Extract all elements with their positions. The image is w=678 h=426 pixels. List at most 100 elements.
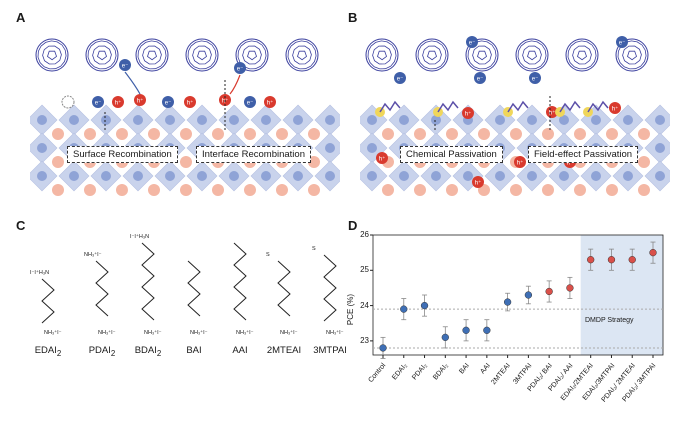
electron-carrier: e⁻ xyxy=(529,72,541,84)
hole-carrier: h⁺ xyxy=(472,176,484,188)
surface-recombination-label: Surface Recombination xyxy=(67,146,178,163)
electron-carrier: e⁻ xyxy=(234,62,246,74)
hole-carrier: h⁺ xyxy=(184,96,196,108)
pce-chart xyxy=(370,234,664,359)
hole-carrier: h⁺ xyxy=(112,96,124,108)
vacancy xyxy=(61,95,75,109)
molecule-skeleton xyxy=(141,242,155,321)
svg-text:h⁺: h⁺ xyxy=(267,100,274,107)
panel-letter-c: C xyxy=(16,218,26,233)
arrow xyxy=(229,74,241,95)
molecule-top-group: I⁻I⁺H₃N xyxy=(130,234,150,240)
molecule-skeleton xyxy=(95,260,109,317)
svg-text:e⁻: e⁻ xyxy=(397,77,404,83)
data-point xyxy=(566,284,574,292)
molecule-bottom-group: NH₃⁺I⁻ xyxy=(144,330,162,336)
svg-text:e⁻: e⁻ xyxy=(469,41,476,47)
hole-carrier: h⁺ xyxy=(546,106,558,118)
svg-text:h⁺: h⁺ xyxy=(517,160,524,167)
molecule-skeleton xyxy=(233,242,247,321)
molecule-name: EDAI2 xyxy=(34,345,62,358)
svg-text:e⁻: e⁻ xyxy=(532,77,539,83)
hole-carrier: h⁺ xyxy=(134,94,146,106)
svg-text:h⁺: h⁺ xyxy=(612,106,619,113)
electron-carrier: e⁻ xyxy=(92,96,104,108)
data-point xyxy=(607,256,616,264)
svg-text:h⁺: h⁺ xyxy=(187,100,194,107)
interface-recombination-label: Interface Recombination xyxy=(196,146,311,163)
panel-b-illustration: e⁻ e⁻ e⁻ e⁻ e⁻ h⁺ h⁺ h⁺ h⁺ h⁺ h⁺ h⁺ xyxy=(360,36,670,196)
electron-carrier: e⁻ xyxy=(466,36,478,48)
molecule-name: 3MTPAI xyxy=(313,345,347,356)
y-tick-label: 23 xyxy=(360,335,369,345)
molecule-skeleton xyxy=(277,260,291,317)
ligand-chain xyxy=(507,100,529,113)
y-tick-label: 26 xyxy=(360,230,369,239)
data-point xyxy=(628,256,636,264)
molecule-bottom-group: NH₃⁺I⁻ xyxy=(190,330,208,336)
molecule-top-group: I⁻I⁺H₃N xyxy=(30,270,50,276)
molecule-name: BAI xyxy=(186,345,202,356)
data-point xyxy=(524,291,533,299)
svg-text:e⁻: e⁻ xyxy=(477,77,484,83)
svg-text:h⁺: h⁺ xyxy=(475,180,482,187)
fullerene xyxy=(135,38,169,72)
svg-text:e⁻: e⁻ xyxy=(247,101,254,107)
svg-text:e⁻: e⁻ xyxy=(165,101,172,107)
fullerene xyxy=(285,38,319,72)
molecule-skeleton xyxy=(323,254,337,322)
data-point xyxy=(545,287,553,296)
dmdp-region xyxy=(580,235,663,355)
y-tick-label: 25 xyxy=(360,265,369,275)
molecule-name: PDAI2 xyxy=(88,345,116,358)
panel-c-molecules xyxy=(41,242,337,324)
svg-text:h⁺: h⁺ xyxy=(115,100,122,107)
data-point xyxy=(587,256,595,264)
svg-text:h⁺: h⁺ xyxy=(137,98,144,105)
molecule-bottom-group: NH₃⁺I⁻ xyxy=(98,330,116,336)
molecule-bottom-group: NH₃⁺I⁻ xyxy=(44,330,62,336)
svg-text:h⁺: h⁺ xyxy=(567,160,574,167)
fullerene xyxy=(565,38,599,72)
panel-letter-a: A xyxy=(16,10,26,25)
data-point xyxy=(649,248,657,257)
panel-a-illustration: e⁻ e⁻h⁺ h⁺e⁻ h⁺ e⁻ h⁺ e⁻ h⁺ xyxy=(30,38,340,196)
panel-letter-d: D xyxy=(348,218,358,233)
y-tick-label: 24 xyxy=(360,300,369,310)
data-point xyxy=(462,326,470,334)
svg-text:e⁻: e⁻ xyxy=(619,41,626,47)
fullerene xyxy=(85,38,119,72)
electron-carrier: e⁻ xyxy=(162,96,174,108)
svg-text:h⁺: h⁺ xyxy=(465,111,472,118)
data-point xyxy=(420,301,429,310)
fullerene xyxy=(515,38,549,72)
svg-text:e⁻: e⁻ xyxy=(95,101,102,107)
molecule-bottom-group: NH₃⁺I⁻ xyxy=(326,330,344,336)
molecule-name: BDAI2 xyxy=(134,345,162,358)
svg-text:e⁻: e⁻ xyxy=(122,64,129,70)
molecule-name: AAI xyxy=(232,345,248,356)
molecule-skeleton xyxy=(41,278,55,324)
field-effect-passivation-label: Field-effect Passivation xyxy=(528,146,639,163)
chemical-passivation-label: Chemical Passivation xyxy=(400,146,503,163)
data-point xyxy=(379,344,387,352)
hole-carrier: h⁺ xyxy=(514,156,526,168)
electron-carrier: e⁻ xyxy=(474,72,486,84)
molecule-top-group: S xyxy=(266,252,270,258)
arrow xyxy=(124,71,141,95)
hole-carrier: h⁺ xyxy=(376,152,388,164)
molecule-top-group: S xyxy=(312,246,316,252)
molecule-top-group: NH₃⁺I⁻ xyxy=(84,252,102,258)
ligand-chain xyxy=(437,100,459,113)
plot-frame xyxy=(372,234,664,356)
svg-text:h⁺: h⁺ xyxy=(549,110,556,117)
molecule-name: 2MTEAI xyxy=(266,345,302,356)
data-point xyxy=(400,305,408,313)
hole-carrier: h⁺ xyxy=(609,102,621,114)
electron-carrier: e⁻ xyxy=(244,96,256,108)
fullerene xyxy=(35,38,69,72)
hole-carrier: h⁺ xyxy=(264,96,276,108)
ligand-chain xyxy=(559,100,581,113)
molecule-bottom-group: NH₃⁺I⁻ xyxy=(236,330,254,336)
svg-text:h⁺: h⁺ xyxy=(379,156,386,163)
